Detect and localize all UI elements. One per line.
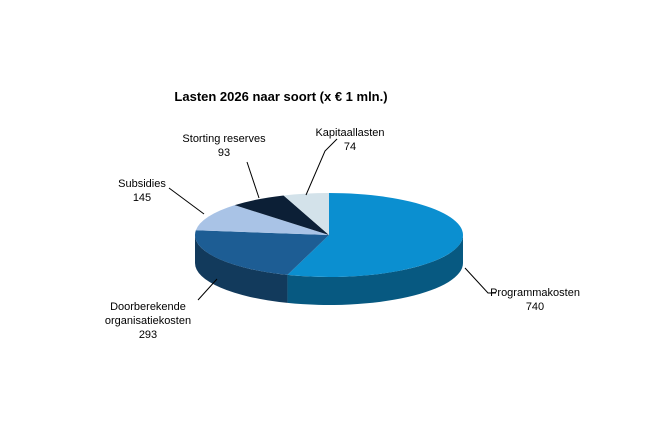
slice-kapitaallasten (283, 193, 329, 235)
data-label-value-0: 740 (526, 301, 544, 313)
data-label-name-4: Kapitaallasten (315, 127, 384, 139)
slice-side-0 (287, 235, 463, 306)
data-label-value-1: 293 (139, 329, 157, 341)
leader-line-3 (246, 161, 260, 199)
data-label-name-2: Subsidies (118, 178, 166, 190)
leader-line-4 (305, 138, 338, 196)
slice-programmakosten (287, 193, 463, 277)
data-label-value-4: 74 (344, 141, 356, 153)
slice-labels: Programmakosten 740 Doorberekende organisat… (105, 127, 580, 341)
leader-line-1 (197, 278, 218, 301)
data-label-value-3: 93 (218, 147, 230, 159)
data-label-name-1: Doorberekende (110, 301, 186, 313)
chart-title: Lasten 2026 naar soort (x € 1 mln.) (174, 89, 387, 104)
leader-line-2 (168, 187, 205, 215)
slice-doorberekende-organisatiekosten (194, 230, 329, 275)
slice-subsidies (195, 205, 329, 235)
data-label-name-3: Storting reserves (182, 133, 266, 145)
pie-3d (194, 193, 463, 306)
slice-storting-reserves (234, 195, 329, 235)
data-label-name-0: Programmakosten (490, 287, 580, 299)
slice-side-1 (195, 235, 288, 303)
data-label-name-1: organisatiekosten (105, 315, 191, 327)
leader-line-0 (464, 267, 496, 294)
data-label-value-2: 145 (133, 192, 151, 204)
